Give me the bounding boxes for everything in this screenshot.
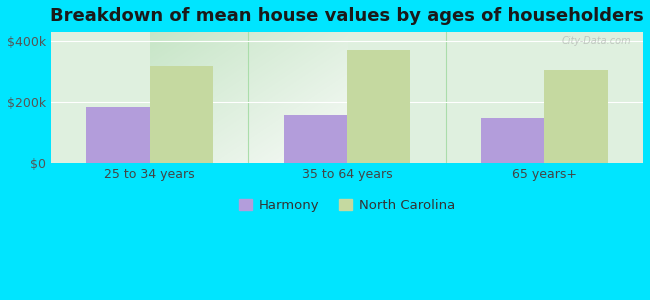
Bar [150,66,213,164]
Text: City-Data.com: City-Data.com [562,36,631,46]
Title: Breakdown of mean house values by ages of householders: Breakdown of mean house values by ages o… [50,7,644,25]
Legend: Harmony, North Carolina: Harmony, North Carolina [233,194,460,217]
Bar [481,118,544,164]
Bar [284,115,347,164]
Bar [86,107,150,164]
Bar [347,50,410,164]
Bar [544,70,608,164]
